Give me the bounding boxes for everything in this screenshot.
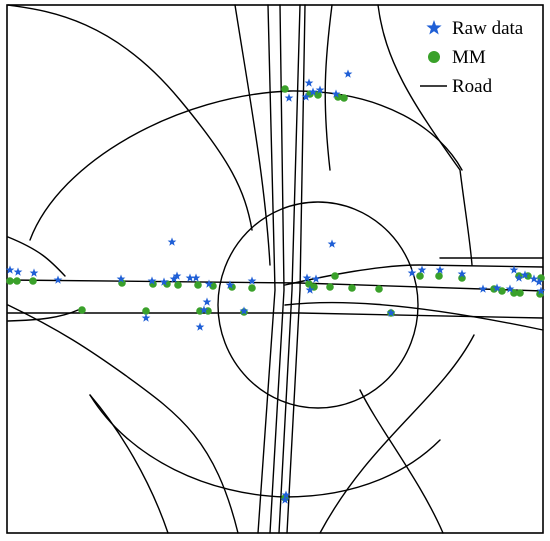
raw-data-point (225, 280, 235, 289)
raw-data-point (159, 277, 169, 286)
legend-mm-label: MM (452, 47, 486, 68)
raw-data-point (141, 313, 151, 322)
road-outer-ring (29, 90, 463, 498)
raw-data-point (311, 274, 321, 283)
road-vertical-c (278, 4, 301, 534)
road-top-right-slip (324, 4, 333, 171)
road-right-split (284, 264, 544, 286)
road-upper-right-curve (377, 4, 473, 266)
raw-data-point (5, 265, 15, 274)
legend-circle-icon (428, 51, 440, 63)
raw-data-point (239, 306, 249, 315)
raw-data-point (331, 89, 341, 98)
raw-data-point (327, 239, 337, 248)
raw-data-point (492, 283, 502, 292)
raw-data-point (247, 276, 257, 285)
road-main-south (7, 312, 544, 319)
mm-point (142, 307, 150, 315)
raw-data-point (417, 265, 427, 274)
legend-raw-label: Raw data (452, 18, 524, 39)
raw-data-point (53, 275, 63, 284)
legend-road-label: Road (452, 76, 493, 97)
mm-point (78, 306, 86, 314)
raw-data-point (185, 273, 195, 282)
mm-point (326, 283, 334, 291)
road-vertical-a (257, 4, 276, 534)
mm-point (29, 277, 37, 285)
raw-data-point (304, 78, 314, 87)
raw-data-point (284, 93, 294, 102)
raw-data-point (302, 273, 312, 282)
legend-star-icon (426, 20, 442, 35)
mm-point (174, 281, 182, 289)
raw-data-point (280, 495, 290, 504)
road-roundabout (217, 201, 419, 409)
raw-data-point (478, 284, 488, 293)
raw-data-point (514, 273, 524, 282)
raw-data-point (534, 277, 544, 286)
road-left-slip (7, 304, 239, 534)
raw-data-point (147, 276, 157, 285)
road-top-left-slip (234, 4, 271, 266)
raw-data-point (308, 87, 318, 96)
raw-data-point (167, 237, 177, 246)
mm-point (435, 272, 443, 280)
road-main-north (7, 279, 544, 292)
road-upper-left-curve (7, 4, 253, 231)
legend: Raw data MM Road (420, 18, 524, 97)
raw-data-point (536, 286, 546, 295)
raw-data-point (301, 92, 311, 101)
raw-data-point (202, 297, 212, 306)
raw-data-point (204, 279, 214, 288)
raw-data-point (520, 270, 530, 279)
raw-data-point (199, 305, 209, 314)
mm-point (6, 277, 14, 285)
raw-data-point (191, 273, 201, 282)
road-network (7, 4, 544, 534)
raw-data-point (172, 271, 182, 280)
mm-point (194, 281, 202, 289)
mm-point (375, 285, 383, 293)
road-left-merge (7, 309, 79, 322)
raw-data-point (315, 85, 325, 94)
raw-data-point (169, 274, 179, 283)
raw-data-point (13, 267, 23, 276)
raw-data-point (457, 269, 467, 278)
mm-point (314, 91, 322, 99)
mm-point (340, 94, 348, 102)
road-lower-left-curve (89, 394, 169, 534)
road-right-merge (284, 301, 544, 331)
mm-point (281, 85, 289, 93)
mm-point (498, 287, 506, 295)
raw-data-point (505, 284, 515, 293)
road-lower-right-curve (359, 389, 444, 534)
raw-data-point (281, 490, 291, 499)
raw-data-point (195, 322, 205, 331)
raw-data-point (116, 274, 126, 283)
road-vertical-b (269, 4, 285, 534)
mm-point (416, 272, 424, 280)
raw-data-series (5, 69, 546, 504)
mm-point (13, 277, 21, 285)
mm-point (331, 272, 339, 280)
raw-data-point (435, 265, 445, 274)
raw-data-point (343, 69, 353, 78)
road-left-west (7, 236, 66, 277)
raw-data-point (386, 308, 396, 317)
mm-point (248, 284, 256, 292)
raw-data-point (407, 268, 417, 277)
road-right-slip (319, 334, 475, 534)
raw-data-point (29, 268, 39, 277)
raw-data-point (529, 274, 539, 283)
mm-point (516, 289, 524, 297)
road-vertical-d (286, 4, 306, 534)
raw-data-point (305, 285, 315, 294)
mm-point (348, 284, 356, 292)
raw-data-point (509, 265, 519, 274)
